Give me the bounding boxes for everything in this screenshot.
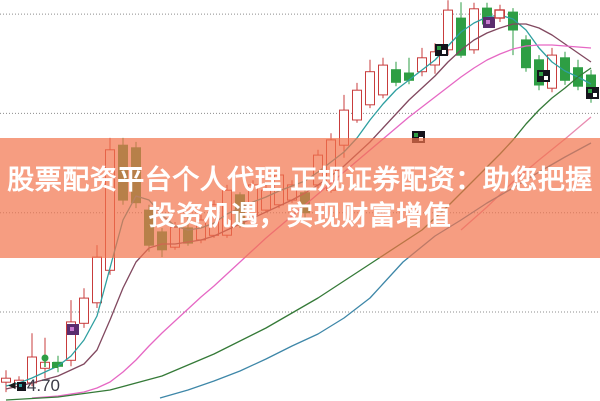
candle-up bbox=[417, 57, 427, 73]
signal-marker-black-flag bbox=[537, 70, 550, 82]
signal-marker-purple-flag bbox=[483, 17, 495, 28]
candle-up bbox=[469, 8, 479, 51]
candle-up bbox=[66, 321, 76, 361]
promo-banner-line1: 股票配资平台个人代理 正规证券配资：助您把握 bbox=[7, 165, 593, 195]
low-marker-icon bbox=[16, 382, 26, 391]
signal-marker-black-flag bbox=[435, 44, 448, 56]
candle-down bbox=[521, 39, 531, 69]
signal-marker-green-dot bbox=[41, 354, 49, 367]
candle-up bbox=[352, 89, 362, 121]
signal-marker-purple-flag bbox=[67, 324, 79, 335]
candle-down bbox=[508, 11, 518, 31]
signal-marker-red-outline bbox=[494, 9, 505, 19]
signal-marker-black-flag bbox=[586, 87, 599, 99]
promo-banner-overlay: 股票配资平台个人代理 正规证券配资：助您把握 投资机遇，实现财富增值 bbox=[0, 138, 600, 258]
candle-up bbox=[443, 9, 453, 51]
left-arrow-icon: ◄ bbox=[6, 378, 18, 392]
candle-up bbox=[378, 64, 388, 96]
candle-up bbox=[79, 297, 89, 324]
candle-up bbox=[92, 256, 102, 304]
candle-up bbox=[1, 377, 11, 383]
candle-up bbox=[365, 71, 375, 106]
low-price-value: 4.70 bbox=[26, 376, 60, 395]
candle-down bbox=[391, 69, 401, 83]
candle-down bbox=[560, 57, 570, 81]
promo-banner-line2: 投资机遇，实现财富增值 bbox=[148, 201, 452, 231]
signal-marker-green-square bbox=[52, 362, 58, 368]
low-price-annotation: ◄ 4.70 bbox=[6, 377, 60, 394]
